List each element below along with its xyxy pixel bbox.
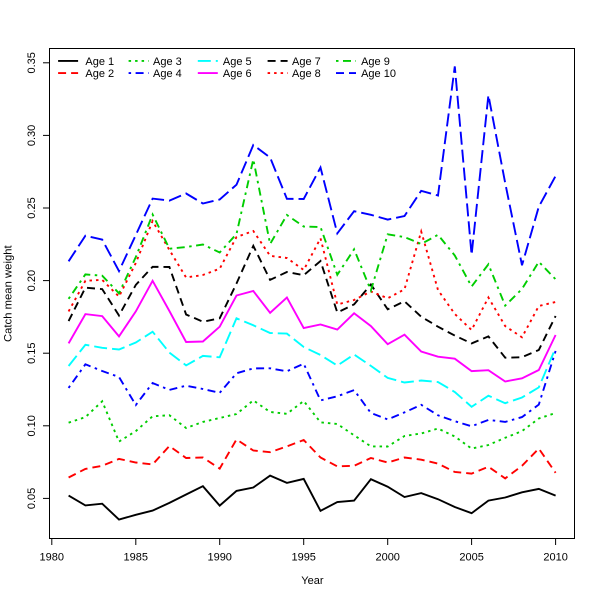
svg-text:2005: 2005	[459, 552, 483, 564]
svg-text:Age 5: Age 5	[223, 56, 252, 68]
svg-text:Age 8: Age 8	[292, 68, 321, 80]
svg-text:Age 10: Age 10	[361, 68, 396, 80]
svg-text:2000: 2000	[375, 552, 399, 564]
svg-text:Catch mean weight: Catch mean weight	[2, 244, 14, 342]
svg-text:0.05: 0.05	[26, 488, 38, 509]
svg-text:Age 2: Age 2	[85, 68, 114, 80]
svg-text:0.10: 0.10	[26, 415, 38, 436]
svg-text:Year: Year	[301, 575, 324, 587]
svg-text:Age 6: Age 6	[223, 68, 252, 80]
svg-text:1985: 1985	[124, 552, 148, 564]
svg-text:1995: 1995	[291, 552, 315, 564]
svg-text:0.35: 0.35	[26, 52, 38, 73]
svg-text:0.15: 0.15	[26, 342, 38, 363]
svg-text:Age 4: Age 4	[153, 68, 182, 80]
svg-text:Age 7: Age 7	[292, 56, 321, 68]
svg-text:Age 1: Age 1	[85, 56, 114, 68]
svg-text:1980: 1980	[40, 552, 64, 564]
svg-text:Age 3: Age 3	[153, 56, 182, 68]
svg-text:0.20: 0.20	[26, 270, 38, 291]
svg-text:0.30: 0.30	[26, 125, 38, 146]
svg-text:2010: 2010	[543, 552, 567, 564]
svg-text:Age 9: Age 9	[361, 56, 390, 68]
svg-text:1990: 1990	[207, 552, 231, 564]
svg-text:0.25: 0.25	[26, 197, 38, 218]
